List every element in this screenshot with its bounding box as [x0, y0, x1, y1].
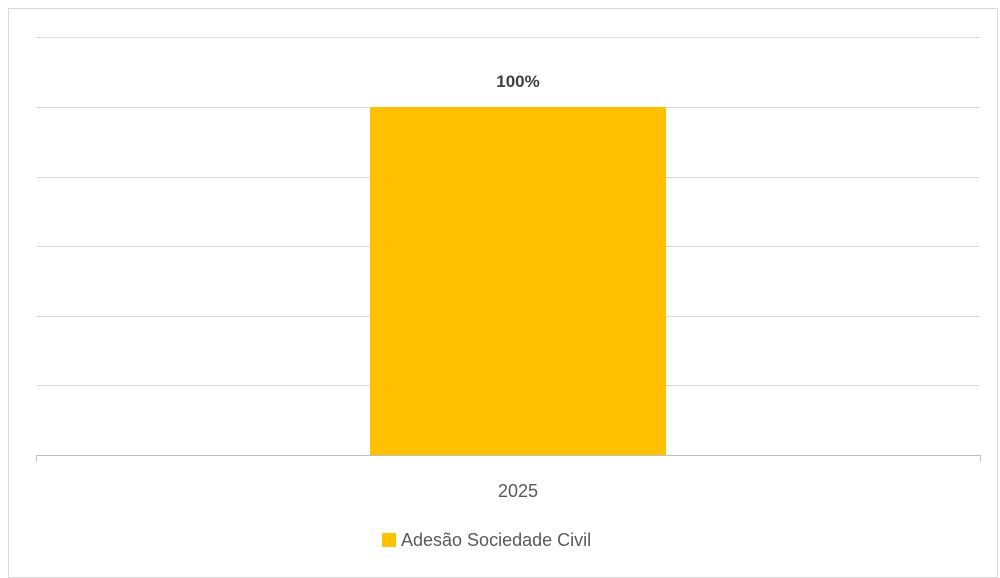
x-axis-tick-labels: 2025 [498, 481, 538, 501]
data-label: 100% [496, 72, 539, 91]
data-labels: 100% [496, 72, 539, 91]
legend-swatch [382, 533, 396, 547]
bars [370, 107, 666, 455]
bar-2025 [370, 107, 666, 455]
x-axis-ticks [36, 455, 981, 462]
legend: Adesão Sociedade Civil [382, 530, 591, 550]
x-tick-label: 2025 [498, 481, 538, 501]
legend-label: Adesão Sociedade Civil [401, 530, 591, 550]
